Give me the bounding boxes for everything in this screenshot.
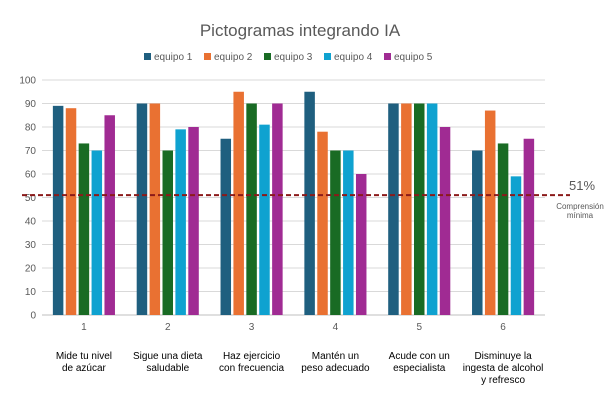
bar-equipo-2-cat-5 bbox=[401, 103, 412, 315]
bar-equipo-4-cat-1 bbox=[91, 150, 103, 315]
y-tick-label: 90 bbox=[25, 99, 37, 110]
category-description: peso adecuado bbox=[301, 363, 370, 374]
y-tick-label: 80 bbox=[25, 123, 37, 134]
legend-label: equipo 1 bbox=[154, 52, 193, 63]
category-description: Sigue una dieta bbox=[133, 351, 203, 362]
bar-equipo-1-cat-4 bbox=[304, 91, 315, 315]
bar-equipo-3-cat-6 bbox=[497, 143, 509, 315]
category-description: Acude con un bbox=[389, 351, 450, 362]
y-tick-label: 10 bbox=[25, 287, 37, 298]
reference-line-label: mínima bbox=[567, 211, 594, 220]
y-tick-label: 30 bbox=[25, 240, 37, 251]
x-tick-label: 3 bbox=[249, 322, 255, 333]
reference-line-value: 51% bbox=[569, 178, 595, 193]
legend-swatch bbox=[384, 53, 391, 60]
bar-equipo-3-cat-5 bbox=[414, 103, 425, 315]
bar-equipo-1-cat-3 bbox=[220, 138, 232, 315]
legend-swatch bbox=[264, 53, 271, 60]
x-tick-label: 1 bbox=[81, 322, 87, 333]
bar-equipo-4-cat-2 bbox=[175, 129, 186, 315]
y-tick-label: 60 bbox=[25, 170, 37, 181]
category-description: de azúcar bbox=[62, 363, 107, 374]
category-description: Haz ejercicio bbox=[223, 351, 281, 362]
bar-equipo-5-cat-6 bbox=[523, 138, 535, 315]
category-description: Mantén un bbox=[312, 351, 359, 362]
bar-equipo-5-cat-4 bbox=[355, 174, 367, 315]
bar-equipo-1-cat-1 bbox=[52, 105, 64, 315]
x-tick-label: 6 bbox=[500, 322, 506, 333]
category-description: Disminuye la bbox=[474, 351, 532, 362]
bar-equipo-3-cat-4 bbox=[330, 150, 341, 315]
category-description: Mide tu nivel bbox=[56, 351, 112, 362]
y-tick-label: 20 bbox=[25, 264, 37, 275]
bar-equipo-1-cat-6 bbox=[472, 150, 483, 315]
bar-equipo-4-cat-3 bbox=[259, 124, 270, 316]
bar-equipo-2-cat-6 bbox=[484, 110, 496, 315]
category-description: con frecuencia bbox=[219, 363, 284, 374]
bar-equipo-5-cat-1 bbox=[104, 115, 115, 315]
legend-label: equipo 5 bbox=[394, 52, 433, 63]
x-tick-label: 2 bbox=[165, 322, 171, 333]
x-tick-label: 5 bbox=[416, 322, 422, 333]
bar-equipo-1-cat-2 bbox=[136, 103, 148, 315]
legend-swatch bbox=[204, 53, 211, 60]
legend-swatch bbox=[324, 53, 331, 60]
bar-equipo-5-cat-3 bbox=[272, 103, 283, 315]
bar-equipo-4-cat-4 bbox=[343, 150, 354, 315]
category-description: especialista bbox=[393, 363, 446, 374]
bar-equipo-2-cat-4 bbox=[317, 131, 328, 315]
bar-equipo-2-cat-3 bbox=[233, 91, 244, 315]
chart-legend: equipo 1 equipo 2 equipo 3 equipo 4 equipo 5 bbox=[144, 52, 433, 63]
bars bbox=[52, 91, 535, 316]
bar-equipo-5-cat-2 bbox=[188, 127, 199, 315]
legend-swatch bbox=[144, 53, 151, 60]
y-tick-label: 0 bbox=[30, 311, 36, 322]
category-description: ingesta de alcohol bbox=[463, 363, 544, 374]
y-tick-label: 100 bbox=[19, 76, 36, 87]
y-axis: 0 10 20 30 40 50 60 70 80 90 100 bbox=[19, 76, 36, 322]
gridlines bbox=[42, 79, 545, 316]
reference-line-label: Comprensión bbox=[556, 202, 604, 211]
category-description: y refresco bbox=[481, 375, 525, 386]
category-description: saludable bbox=[146, 363, 189, 374]
y-tick-label: 40 bbox=[25, 217, 37, 228]
legend-label: equipo 2 bbox=[214, 52, 253, 63]
bar-equipo-3-cat-2 bbox=[162, 150, 173, 315]
x-tick-label: 4 bbox=[333, 322, 339, 333]
bar-equipo-3-cat-1 bbox=[78, 143, 90, 315]
bar-equipo-2-cat-2 bbox=[149, 103, 161, 315]
y-tick-label: 70 bbox=[25, 146, 37, 157]
chart-title: Pictogramas integrando IA bbox=[200, 21, 401, 40]
bar-equipo-3-cat-3 bbox=[246, 103, 257, 315]
bar-equipo-4-cat-6 bbox=[510, 176, 522, 315]
y-tick-label: 50 bbox=[25, 193, 37, 204]
bar-equipo-5-cat-5 bbox=[439, 127, 451, 315]
bar-equipo-2-cat-1 bbox=[65, 108, 77, 315]
legend-label: equipo 4 bbox=[334, 52, 373, 63]
bar-equipo-4-cat-5 bbox=[426, 103, 438, 315]
legend-label: equipo 3 bbox=[274, 52, 313, 63]
bar-equipo-1-cat-5 bbox=[388, 103, 399, 315]
